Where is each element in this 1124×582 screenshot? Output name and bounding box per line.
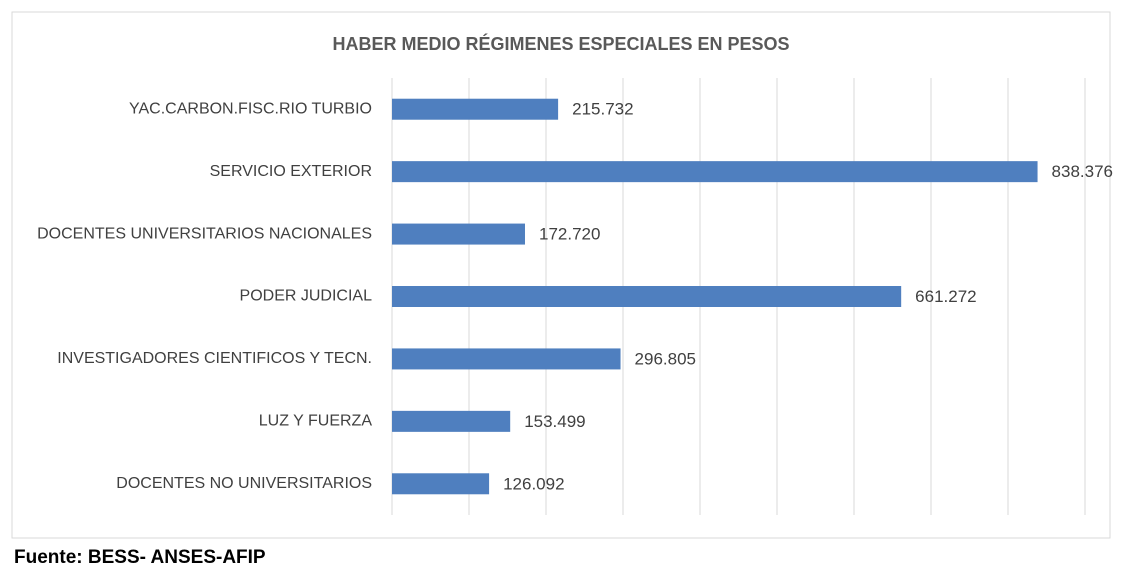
bar: [392, 473, 490, 495]
bar: [392, 161, 1038, 183]
data-label: 296.805: [635, 349, 696, 368]
y-tick-label: LUZ Y FUERZA: [259, 413, 373, 430]
data-label: 172.720: [539, 225, 600, 244]
bar: [392, 286, 902, 307]
bar: [392, 348, 621, 370]
data-label: 126.092: [503, 474, 564, 493]
y-tick-label: DOCENTES UNIVERSITARIOS NACIONALES: [37, 225, 372, 242]
bar: [392, 223, 525, 245]
y-tick-label: INVESTIGADORES CIENTIFICOS Y TECN.: [57, 350, 372, 367]
data-label: 661.272: [915, 287, 976, 306]
y-tick-label: SERVICIO EXTERIOR: [210, 163, 372, 180]
source-note: Fuente: BESS- ANSES-AFIP: [14, 547, 266, 568]
data-label: 153.499: [524, 412, 585, 431]
data-label: 215.732: [572, 100, 633, 119]
y-tick-label: YAC.CARBON.FISC.RIO TURBIO: [129, 100, 372, 117]
bar: [392, 98, 559, 120]
y-tick-label: PODER JUDICIAL: [240, 288, 373, 305]
bar: [392, 410, 511, 432]
chart-frame: [11, 11, 1111, 539]
chart-title: HABER MEDIO RÉGIMENES ESPECIALES EN PESO…: [332, 33, 789, 54]
data-label: 838.376: [1052, 162, 1113, 181]
y-tick-label: DOCENTES NO UNIVERSITARIOS: [116, 475, 372, 492]
